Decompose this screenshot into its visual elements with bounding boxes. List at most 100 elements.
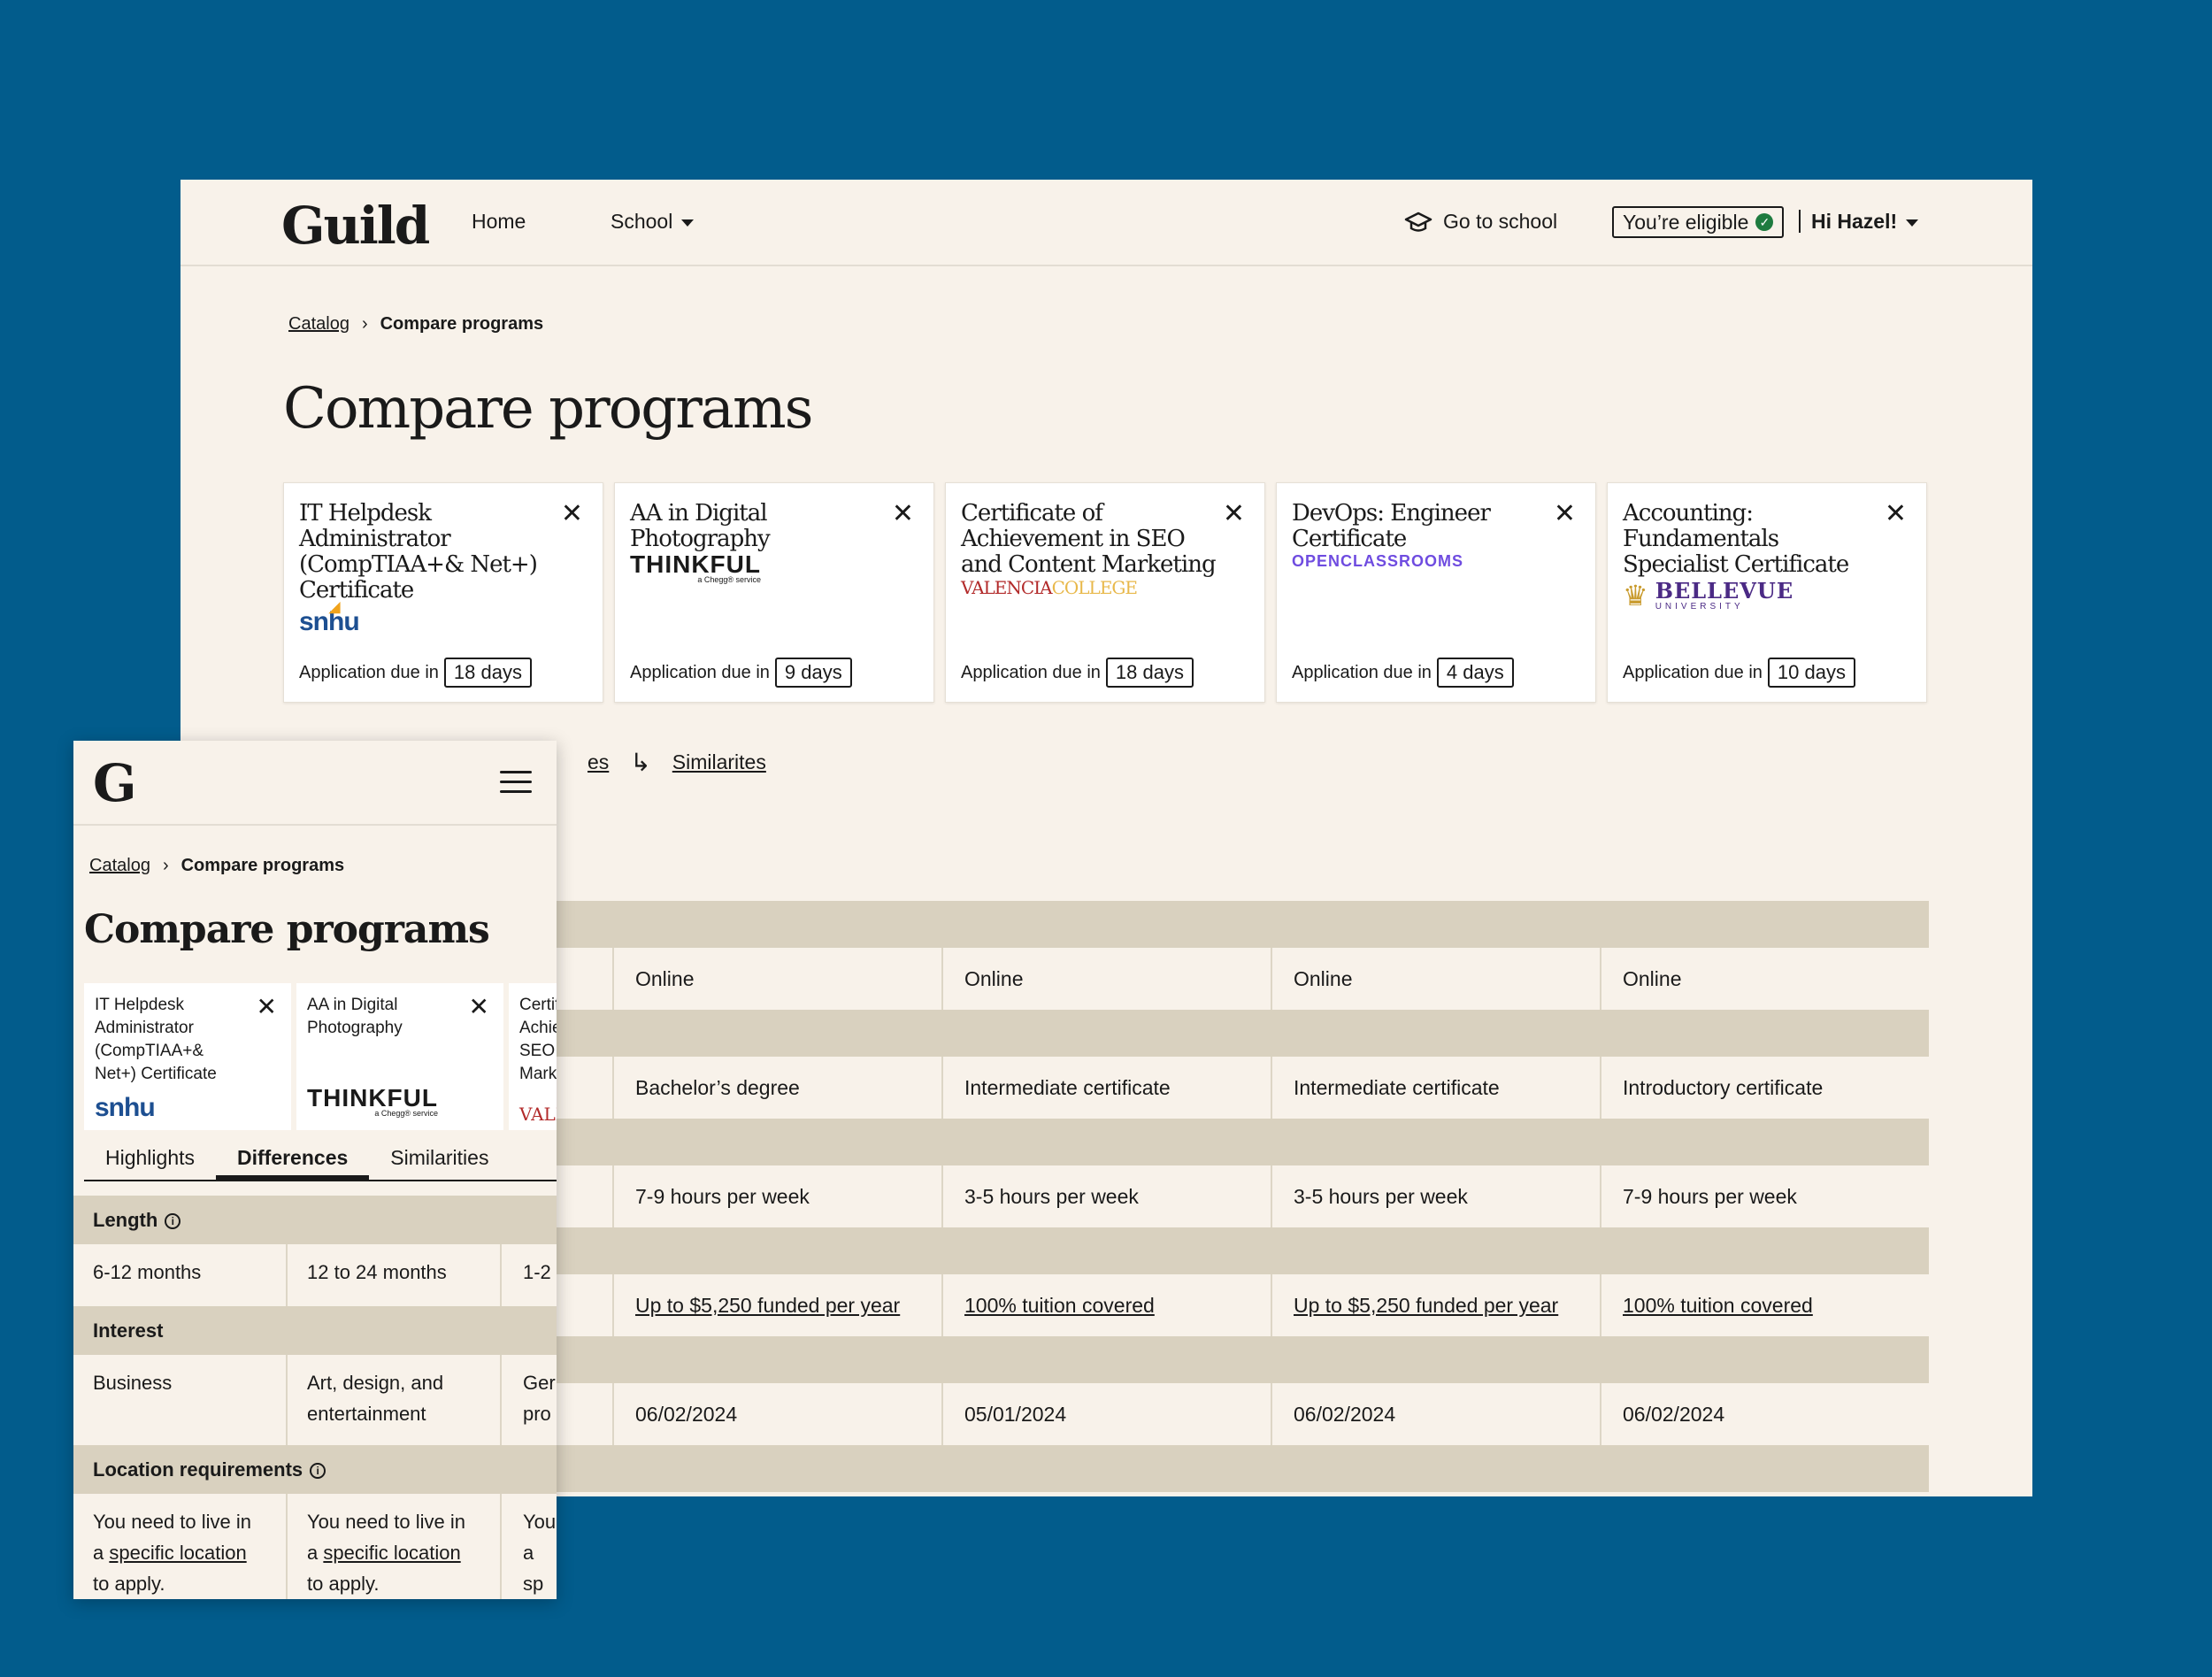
specific-location-link[interactable]: specific location xyxy=(323,1542,461,1564)
table-cell: Art, design, and entertainment xyxy=(288,1355,502,1445)
thinkful-logo: THINKFUL a Chegg® service xyxy=(307,1084,438,1118)
program-card[interactable]: Accounting: Fundamentals Specialist Cert… xyxy=(1607,482,1927,703)
location-text-post: to apply. xyxy=(93,1573,165,1595)
guild-logo[interactable]: G xyxy=(93,753,137,813)
program-card[interactable]: DevOps: Engineer Certificate ✕ OPENCLASS… xyxy=(1276,482,1596,703)
due-label: Application due in xyxy=(1623,662,1763,682)
go-to-school-link[interactable]: Go to school xyxy=(1404,210,1557,234)
days-badge: 18 days xyxy=(1105,658,1194,688)
program-card[interactable]: Certificate of Achievement in SEO and Co… xyxy=(509,983,557,1130)
tab-similarities[interactable]: Similarities xyxy=(390,1146,489,1169)
application-due: Application due in 18 days xyxy=(961,658,1194,688)
due-label: Application due in xyxy=(630,662,770,682)
valencia-logo-college: COLLEGE xyxy=(1051,577,1138,598)
thinkful-logo-text: THINKFUL xyxy=(630,550,761,578)
eligibility-badge[interactable]: You’re eligible ✓ xyxy=(1612,206,1785,238)
table-cell: 3-5 hours per week xyxy=(1271,1165,1600,1227)
info-icon[interactable]: i xyxy=(310,1463,326,1480)
funding-link[interactable]: Up to $5,250 funded per year xyxy=(635,1294,901,1317)
chevron-right-icon: › xyxy=(361,314,368,334)
nav-home[interactable]: Home xyxy=(472,210,526,233)
user-menu[interactable]: Hi Hazel! xyxy=(1811,210,1919,234)
program-card[interactable]: IT Helpdesk Administrator (CompTIAA+& Ne… xyxy=(283,482,603,703)
tab-highlights[interactable]: Highlights xyxy=(105,1146,195,1169)
table-cell: Ger pro xyxy=(523,1372,556,1425)
funding-link[interactable]: 100% tuition covered xyxy=(964,1294,1155,1317)
specific-location-link[interactable]: specific location xyxy=(109,1542,247,1564)
table-cell: Intermediate certificate xyxy=(1271,1057,1600,1119)
program-card[interactable]: AA in Digital Photography ✕ THINKFUL a Ch… xyxy=(614,482,934,703)
tab-differences[interactable]: Differences xyxy=(216,1130,370,1180)
close-icon[interactable]: ✕ xyxy=(1553,499,1576,528)
chevron-right-icon: › xyxy=(162,856,169,875)
section-interest: Interest xyxy=(73,1306,557,1355)
eligibility-label: You’re eligible xyxy=(1623,211,1749,234)
check-circle-icon: ✓ xyxy=(1755,213,1774,231)
nav-school-dropdown[interactable]: School xyxy=(611,210,695,234)
section-header xyxy=(283,1010,1929,1057)
table-cell: You a sp to a xyxy=(523,1511,557,1595)
table-cell: 12 to 24 months xyxy=(288,1244,502,1306)
chevron-down-icon xyxy=(681,219,695,227)
thinkful-logo-text: THINKFUL xyxy=(307,1084,438,1112)
close-icon[interactable]: ✕ xyxy=(560,499,583,528)
table-row: You need to live in a specific location … xyxy=(73,1494,557,1599)
table-cell: Business xyxy=(73,1355,288,1445)
bellevue-logo: ♛ BELLEVUE UNIVERSITY xyxy=(1623,579,1793,612)
application-due: Application due in 9 days xyxy=(630,658,852,688)
program-card[interactable]: AA in Digital Photography ✕ THINKFUL a Ch… xyxy=(296,983,503,1130)
close-icon[interactable]: ✕ xyxy=(468,993,489,1020)
table-cell: 06/02/2024 xyxy=(612,1383,941,1445)
application-due: Application due in 18 days xyxy=(299,658,532,688)
table-cell: Up to $5,250 funded per year xyxy=(1271,1274,1600,1336)
days-badge: 4 days xyxy=(1436,658,1514,688)
program-cards: IT Helpdesk Administrator (CompTIAA+& Ne… xyxy=(84,983,557,1130)
arrow-return-icon: ↳ xyxy=(630,749,651,776)
tab-similarities[interactable]: Similarites xyxy=(672,750,766,773)
section-header xyxy=(283,901,1929,948)
thinkful-logo-sub: a Chegg® service xyxy=(697,575,761,584)
program-name: DevOps: Engineer Certificate xyxy=(1292,500,1491,552)
compare-tabs: Highlights Differences Similarities xyxy=(84,1130,557,1181)
close-icon[interactable]: ✕ xyxy=(256,993,277,1020)
table-cell: 6-12 months xyxy=(73,1244,288,1306)
table-cell: 05/01/2024 xyxy=(941,1383,1271,1445)
info-icon[interactable]: i xyxy=(165,1213,181,1230)
tab-differences[interactable]: es xyxy=(588,750,610,773)
days-badge: 10 days xyxy=(1767,658,1855,688)
table-cell: Bachelor’s degree xyxy=(612,1057,941,1119)
table-row: 06/02/2024 05/01/2024 06/02/2024 06/02/2… xyxy=(283,1383,1929,1445)
program-name: AA in Digital Photography xyxy=(630,500,771,552)
program-card[interactable]: IT Helpdesk Administrator (CompTIAA+& Ne… xyxy=(84,983,291,1130)
table-cell: Online xyxy=(612,948,941,1010)
table-cell: 06/02/2024 xyxy=(1600,1383,1929,1445)
section-label: Location requirements xyxy=(93,1458,303,1481)
breadcrumb-catalog[interactable]: Catalog xyxy=(288,314,349,334)
table-cell: 100% tuition covered xyxy=(1600,1274,1929,1336)
table-cell: Introductory certificate xyxy=(1600,1057,1929,1119)
breadcrumb-catalog[interactable]: Catalog xyxy=(89,856,150,875)
table-row: Bachelor’s degree Intermediate certifica… xyxy=(283,1057,1929,1119)
close-icon[interactable]: ✕ xyxy=(1884,499,1907,528)
funding-link[interactable]: 100% tuition covered xyxy=(1623,1294,1813,1317)
table-cell: 7-9 hours per week xyxy=(612,1165,941,1227)
close-icon[interactable]: ✕ xyxy=(891,499,914,528)
guild-logo[interactable]: Guild xyxy=(281,196,430,256)
funding-link[interactable]: Up to $5,250 funded per year xyxy=(1294,1294,1559,1317)
section-length: Length i xyxy=(73,1196,557,1244)
application-due: Application due in 10 days xyxy=(1623,658,1855,688)
due-label: Application due in xyxy=(1292,662,1432,682)
bellevue-logo-text: BELLEVUE xyxy=(1655,577,1794,604)
hamburger-menu-icon[interactable] xyxy=(500,771,532,800)
greeting: Hi Hazel! xyxy=(1811,210,1898,233)
chevron-down-icon xyxy=(1906,219,1919,227)
breadcrumb: Catalog › Compare programs xyxy=(288,314,543,335)
close-icon[interactable]: ✕ xyxy=(1222,499,1245,528)
section-header xyxy=(283,1119,1929,1165)
compare-tabs: es ↳ Similarites xyxy=(588,748,766,777)
table-cell: You need to live in a specific location … xyxy=(73,1494,288,1599)
table-row: 7-9 hours per week 3-5 hours per week 3-… xyxy=(283,1165,1929,1227)
table-cell: Up to $5,250 funded per year xyxy=(612,1274,941,1336)
application-due: Application due in 4 days xyxy=(1292,658,1514,688)
program-card[interactable]: Certificate of Achievement in SEO and Co… xyxy=(945,482,1265,703)
